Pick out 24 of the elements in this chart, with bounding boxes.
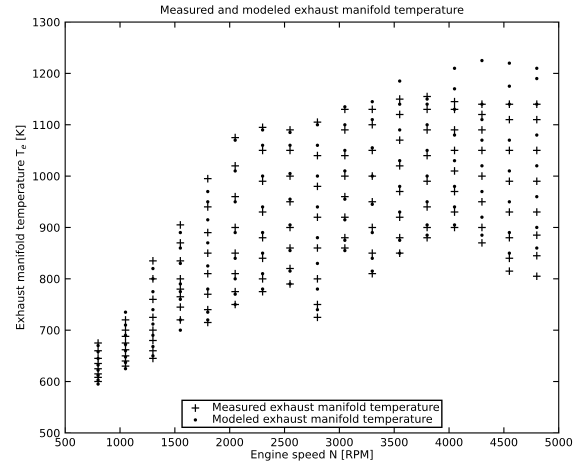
- chart-title: Measured and modeled exhaust manifold temperature: [161, 5, 464, 16]
- x-tick-label: 3000: [326, 438, 353, 446]
- x-tick-label: 500: [55, 438, 76, 446]
- y-tick-label: 900: [40, 223, 60, 232]
- y-tick-label: 600: [40, 378, 60, 386]
- x-tick-label: 4500: [490, 438, 518, 446]
- legend-label: Measured exhaust manifold temperature: [213, 402, 440, 414]
- y-tick-label: 1300: [33, 18, 60, 26]
- x-axis-title: Engine speed N [RPM]: [251, 450, 373, 461]
- legend-label: Modeled exhaust manifold temperature: [213, 414, 432, 426]
- y-tick-label: 800: [40, 274, 60, 284]
- x-tick-label: 5000: [545, 438, 572, 446]
- y-tick-label: 1200: [33, 69, 60, 78]
- y-tick-label: 1000: [33, 172, 60, 180]
- x-tick-label: 2500: [271, 438, 298, 446]
- x-tick-label: 1000: [107, 438, 134, 446]
- x-tick-label: 2000: [216, 438, 244, 446]
- x-tick-label: 1500: [162, 438, 188, 446]
- x-tick-label: 3500: [380, 438, 408, 446]
- y-tick-label: 500: [40, 428, 60, 438]
- y-tick-label: 1100: [33, 120, 60, 130]
- x-tick-label: 4000: [435, 438, 462, 446]
- y-axis-title: Exhaust manifold temperature T$_{e}$ [K]: [16, 126, 26, 330]
- y-tick-label: 700: [40, 326, 60, 335]
